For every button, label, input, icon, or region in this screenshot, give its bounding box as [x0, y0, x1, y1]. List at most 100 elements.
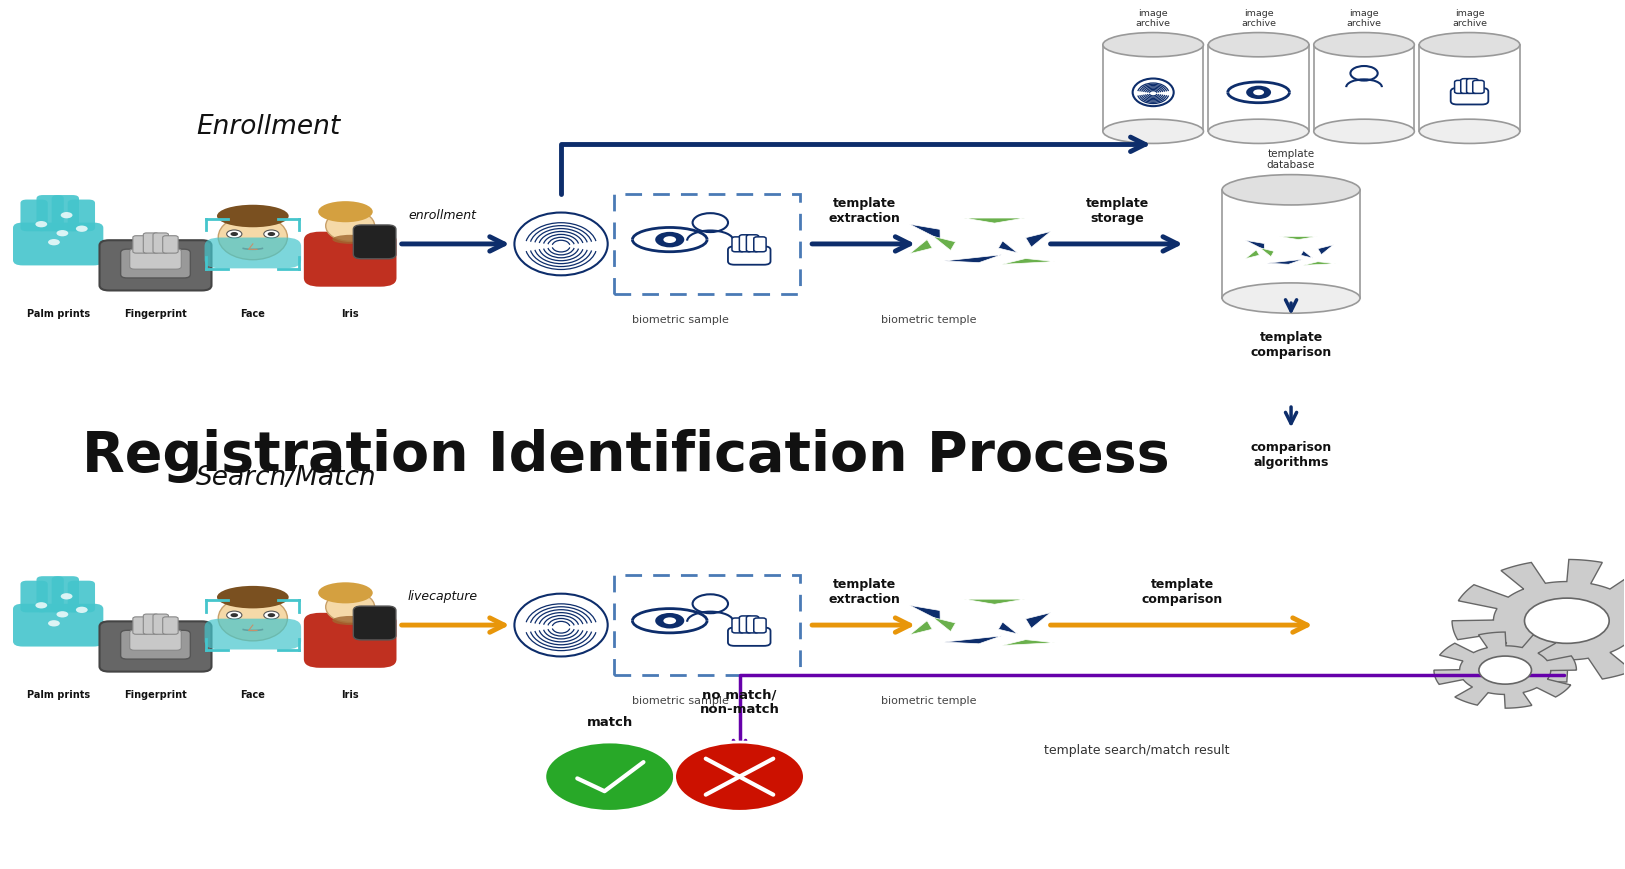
Polygon shape — [1222, 189, 1360, 298]
Circle shape — [60, 594, 73, 600]
Polygon shape — [910, 606, 941, 620]
Text: Fingerprint: Fingerprint — [124, 690, 187, 700]
Circle shape — [655, 613, 684, 628]
Polygon shape — [1209, 44, 1308, 131]
Text: biometric temple: biometric temple — [881, 315, 977, 325]
FancyBboxPatch shape — [731, 237, 744, 252]
Polygon shape — [1245, 250, 1259, 259]
Polygon shape — [1025, 613, 1051, 628]
Polygon shape — [1001, 258, 1055, 264]
Ellipse shape — [318, 201, 372, 222]
Ellipse shape — [332, 235, 367, 244]
Polygon shape — [910, 620, 933, 635]
Ellipse shape — [1209, 32, 1308, 56]
FancyBboxPatch shape — [746, 235, 759, 252]
Text: template
database: template database — [1268, 149, 1315, 170]
Text: comparison
algorithms: comparison algorithms — [1250, 441, 1331, 469]
Polygon shape — [1303, 262, 1336, 265]
Text: Fingerprint: Fingerprint — [124, 308, 187, 319]
Text: Iris: Iris — [341, 690, 359, 700]
Text: Enrollment: Enrollment — [197, 114, 340, 140]
Ellipse shape — [1133, 78, 1173, 106]
Circle shape — [57, 230, 68, 236]
Circle shape — [1524, 598, 1609, 643]
Text: biometric sample: biometric sample — [632, 696, 730, 706]
Text: no match/
non-match: no match/ non-match — [699, 688, 780, 716]
FancyBboxPatch shape — [143, 614, 159, 634]
FancyBboxPatch shape — [1461, 79, 1472, 93]
Ellipse shape — [332, 616, 367, 625]
Circle shape — [263, 611, 279, 620]
FancyBboxPatch shape — [728, 246, 770, 265]
Text: image
archive: image archive — [1242, 9, 1276, 28]
Circle shape — [1246, 86, 1271, 99]
FancyBboxPatch shape — [13, 604, 104, 647]
Text: template
comparison: template comparison — [1250, 330, 1331, 359]
Text: template
comparison: template comparison — [1142, 578, 1224, 607]
Polygon shape — [1453, 560, 1625, 682]
Polygon shape — [1001, 640, 1055, 646]
FancyBboxPatch shape — [731, 618, 744, 633]
Bar — [614, 194, 801, 294]
Circle shape — [76, 607, 88, 613]
FancyBboxPatch shape — [1472, 81, 1484, 93]
Ellipse shape — [1419, 119, 1519, 143]
Text: Face: Face — [240, 690, 265, 700]
FancyBboxPatch shape — [133, 617, 148, 634]
Ellipse shape — [218, 215, 288, 260]
Polygon shape — [1268, 259, 1303, 264]
Text: match: match — [587, 716, 632, 729]
Circle shape — [544, 742, 674, 812]
FancyBboxPatch shape — [143, 233, 159, 253]
Circle shape — [231, 614, 239, 617]
Ellipse shape — [1222, 175, 1360, 205]
Circle shape — [268, 232, 275, 236]
FancyBboxPatch shape — [99, 240, 211, 290]
Ellipse shape — [1419, 32, 1519, 56]
Bar — [614, 575, 801, 675]
Polygon shape — [1318, 245, 1334, 255]
FancyBboxPatch shape — [52, 576, 80, 613]
FancyBboxPatch shape — [21, 200, 47, 231]
FancyBboxPatch shape — [68, 200, 94, 231]
Ellipse shape — [1313, 119, 1414, 143]
FancyBboxPatch shape — [52, 195, 80, 231]
Text: template
storage: template storage — [1086, 197, 1149, 225]
Ellipse shape — [1103, 32, 1204, 56]
Text: biometric temple: biometric temple — [881, 696, 977, 706]
Circle shape — [663, 236, 676, 243]
Text: template
extraction: template extraction — [829, 197, 900, 225]
Circle shape — [263, 230, 279, 238]
Polygon shape — [1245, 241, 1264, 250]
Circle shape — [268, 614, 275, 617]
Polygon shape — [933, 617, 955, 632]
Circle shape — [1479, 656, 1531, 684]
Circle shape — [49, 239, 60, 245]
FancyBboxPatch shape — [728, 627, 770, 646]
Polygon shape — [1433, 632, 1576, 708]
FancyBboxPatch shape — [739, 616, 752, 633]
Polygon shape — [1313, 44, 1414, 131]
Ellipse shape — [318, 582, 372, 603]
Ellipse shape — [1313, 32, 1414, 56]
Circle shape — [1350, 66, 1378, 81]
FancyBboxPatch shape — [36, 195, 63, 231]
Polygon shape — [933, 236, 955, 250]
FancyBboxPatch shape — [153, 614, 169, 634]
Polygon shape — [1419, 44, 1519, 131]
Circle shape — [692, 213, 728, 232]
Text: Search/Match: Search/Match — [197, 465, 377, 491]
Text: Palm prints: Palm prints — [26, 308, 89, 319]
FancyBboxPatch shape — [205, 619, 301, 649]
FancyBboxPatch shape — [754, 237, 765, 252]
FancyBboxPatch shape — [99, 621, 211, 672]
Polygon shape — [998, 622, 1017, 634]
Polygon shape — [1300, 250, 1313, 258]
FancyBboxPatch shape — [353, 225, 396, 259]
FancyBboxPatch shape — [21, 580, 47, 613]
Circle shape — [226, 611, 242, 620]
FancyBboxPatch shape — [739, 235, 752, 252]
Ellipse shape — [1209, 119, 1308, 143]
Ellipse shape — [1103, 119, 1204, 143]
Text: biometric sample: biometric sample — [632, 315, 730, 325]
